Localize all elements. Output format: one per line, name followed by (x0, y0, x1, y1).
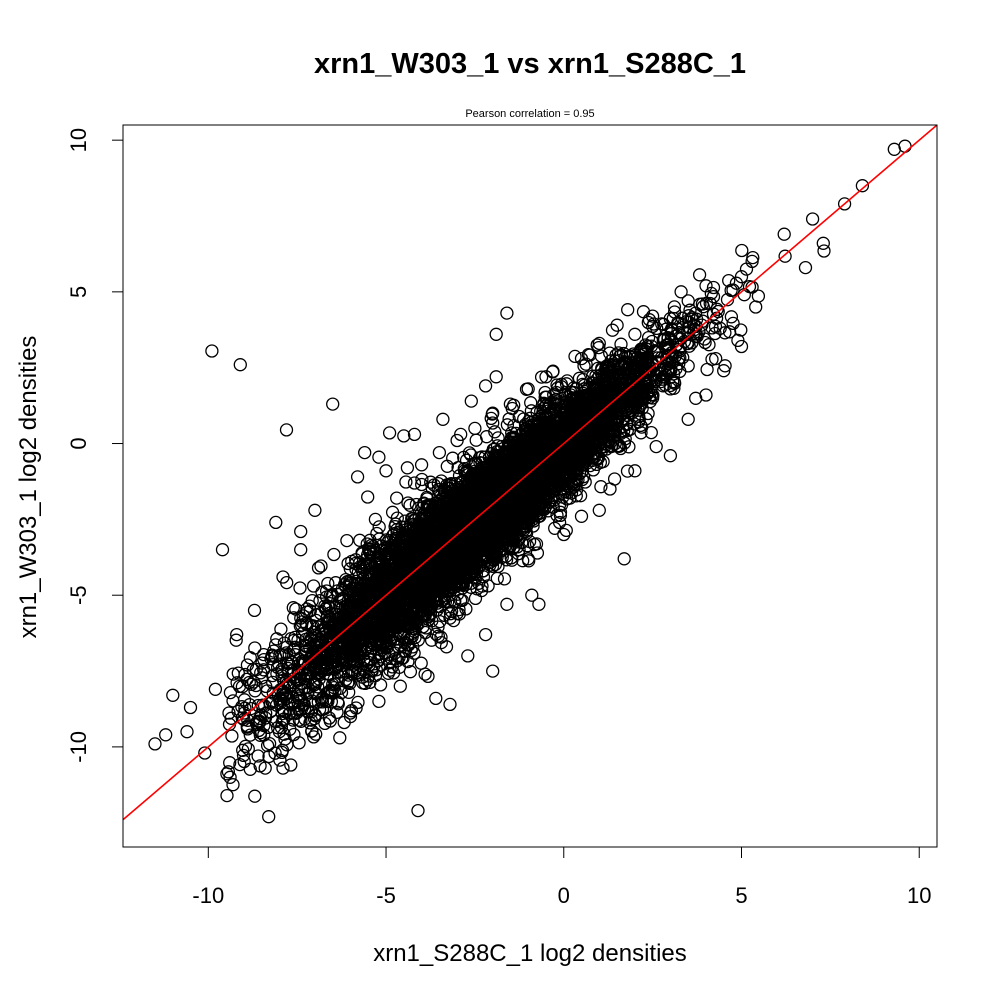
data-point (260, 738, 275, 753)
data-point (240, 719, 255, 733)
data-point (455, 593, 469, 608)
data-point (621, 303, 635, 317)
data-point (372, 520, 386, 534)
data-point (614, 337, 628, 351)
data-point (311, 695, 325, 709)
data-point (742, 279, 757, 294)
data-point (243, 728, 257, 742)
data-point (284, 758, 298, 772)
data-point (550, 508, 564, 522)
data-point (224, 711, 238, 725)
data-point (521, 414, 536, 429)
data-point (243, 762, 257, 776)
data-point (395, 651, 409, 665)
data-point (223, 685, 238, 700)
data-point (279, 646, 294, 660)
data-point (722, 325, 737, 339)
data-point (702, 338, 716, 352)
data-point (534, 370, 549, 384)
data-point (248, 789, 262, 803)
data-point (665, 323, 680, 337)
data-point (706, 280, 721, 295)
data-point (220, 788, 234, 803)
data-point (644, 425, 658, 440)
data-point (304, 705, 319, 719)
data-point (685, 336, 699, 350)
data-point (369, 663, 383, 677)
data-point (692, 268, 707, 282)
data-point (605, 323, 620, 337)
data-point (342, 685, 356, 699)
data-point (235, 680, 250, 694)
data-point (592, 340, 606, 355)
data-point (505, 426, 519, 440)
data-point (726, 316, 740, 331)
data-point (370, 526, 384, 541)
data-point (237, 693, 252, 707)
data-point (226, 778, 240, 792)
data-point (344, 704, 359, 718)
data-point (265, 649, 279, 663)
data-point (309, 727, 323, 741)
data-point (594, 480, 608, 494)
points-layer (148, 139, 912, 824)
data-point (400, 638, 415, 652)
data-point (705, 352, 719, 366)
data-point (497, 572, 512, 586)
data-point (243, 651, 257, 665)
data-point (500, 418, 515, 432)
data-point (351, 695, 365, 710)
data-point (699, 296, 714, 310)
chart-title: xrn1_W303_1 vs xrn1_S288C_1 (314, 48, 746, 80)
data-point (270, 632, 284, 646)
data-point (451, 460, 465, 475)
data-point (305, 724, 319, 738)
data-point (645, 334, 659, 349)
data-point (283, 722, 297, 736)
data-point (718, 326, 732, 340)
data-point (236, 748, 251, 763)
data-point (440, 459, 454, 473)
data-point (312, 702, 327, 716)
data-point (307, 730, 321, 744)
data-point (275, 745, 289, 760)
data-point (481, 579, 495, 593)
data-point (706, 289, 721, 304)
data-point (669, 338, 683, 353)
data-point (286, 601, 300, 615)
data-point (689, 312, 704, 326)
data-point (401, 654, 415, 669)
data-point (553, 508, 568, 523)
data-point (577, 359, 591, 373)
data-point (524, 396, 538, 410)
data-point (724, 310, 739, 324)
data-point (266, 668, 280, 683)
data-point (341, 556, 355, 571)
chart-subtitle: Pearson correlation = 0.95 (465, 108, 594, 120)
data-point (223, 770, 237, 784)
data-point (255, 671, 269, 685)
data-point (321, 576, 335, 591)
data-point (386, 666, 401, 680)
data-point (415, 472, 429, 487)
data-point (421, 669, 435, 684)
data-point (221, 765, 236, 779)
data-point (242, 675, 256, 690)
data-point (620, 464, 635, 478)
data-point (446, 613, 461, 628)
data-point (330, 705, 344, 719)
data-point (314, 693, 328, 707)
data-point (231, 666, 245, 680)
data-point (424, 475, 438, 489)
data-point (401, 496, 415, 510)
data-point (590, 338, 604, 352)
data-point (296, 609, 310, 623)
data-point (238, 739, 253, 753)
data-point (293, 581, 307, 595)
data-point (361, 490, 375, 504)
